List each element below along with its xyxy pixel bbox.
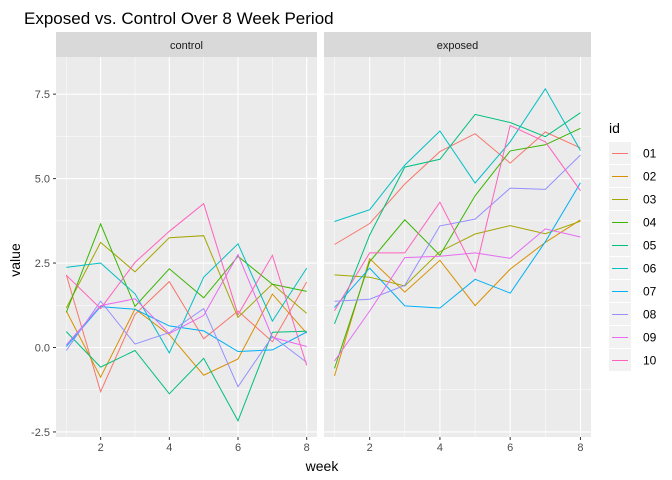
legend-item: 09 [609,326,657,348]
legend-label: 06 [643,262,657,276]
series-line-09 [334,228,581,362]
series-line-06 [334,87,581,222]
legend-label: 02 [643,170,657,184]
facet-strip [324,32,591,57]
series-line-03 [65,235,308,319]
series-line-05 [65,330,307,422]
y-tick-label: 2.5 [35,258,50,270]
series-line-10 [65,202,308,366]
series-line-02 [334,219,581,377]
legend-item: 05 [609,234,657,256]
legend-title: id [609,120,620,136]
legend-label: 08 [643,308,657,322]
legend-label: 04 [643,216,657,230]
legend-item: 07 [609,280,657,302]
legend-label: 10 [643,354,657,368]
x-tick-label: 8 [577,442,583,454]
legend: id 01 02 03 04 05 06 07 08 09 10 [609,120,657,371]
legend-item: 01 [609,142,657,164]
chart-title: Exposed vs. Control Over 8 Week Period [24,9,334,28]
series-line-08 [65,300,308,388]
series-line-10 [334,124,581,311]
legend-item: 02 [609,165,657,187]
series-line-06 [66,242,308,354]
legend-label: 03 [643,193,657,207]
legend-item: 04 [609,211,657,233]
panel-exposed: exposed 2 4 6 8 [324,32,591,454]
x-tick-label: 6 [507,442,513,454]
series-line-01 [65,274,308,394]
y-tick-label: 7.5 [35,89,50,101]
x-tick-label: 4 [437,442,443,454]
series-line-05 [334,112,581,324]
y-tick-label: 0.0 [35,342,50,354]
series-line-09 [65,253,307,347]
series-line-03 [334,220,581,287]
legend-item: 06 [609,257,657,279]
x-tick-label: 6 [235,442,241,454]
legend-label: 07 [643,285,657,299]
x-tick-label: 2 [98,442,104,454]
series-line-07 [334,182,581,309]
series-line-07 [65,306,307,353]
series-line-04 [334,127,581,369]
panel-background [56,57,317,437]
y-tick-label: 5.0 [35,174,50,186]
facet-strip-label: exposed [437,40,479,52]
legend-label: 01 [643,147,657,161]
legend-label: 09 [643,331,657,345]
series-line-04 [65,222,307,313]
facet-panels: control 2 4 6 8 -2.5 0.0 2.5 5.0 7.5 exposed 2 4 6 8 [31,32,591,454]
series-line-08 [334,154,581,302]
y-tick-label: -2.5 [31,427,50,439]
legend-item: 08 [609,303,657,325]
legend-item: 03 [609,188,657,210]
x-axis-title: week [305,458,340,474]
x-tick-label: 4 [166,442,172,454]
series-line-02 [65,293,308,379]
panel-background [324,57,591,437]
y-axis-title: value [7,243,23,277]
x-tick-label: 8 [304,442,310,454]
facet-strip [56,32,317,57]
x-tick-label: 2 [367,442,373,454]
legend-label: 05 [643,239,657,253]
panel-control: control 2 4 6 8 -2.5 0.0 2.5 5.0 7.5 [31,32,317,454]
legend-item: 10 [609,349,657,371]
facet-strip-label: control [170,40,203,52]
series-line-01 [334,131,581,245]
